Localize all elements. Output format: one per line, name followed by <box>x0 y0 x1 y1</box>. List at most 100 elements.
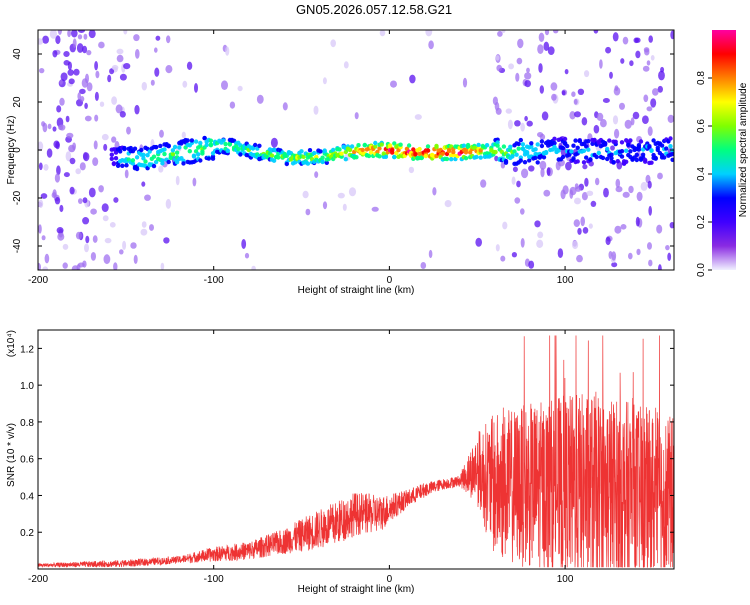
spectrogram-cell <box>92 235 98 243</box>
spectrogram-cell <box>624 159 629 164</box>
spectrogram-cell <box>143 159 148 164</box>
snr-y-tick-label: 0.6 <box>20 455 34 466</box>
spectrogram-cell <box>241 239 247 249</box>
spectrogram-cell <box>130 161 136 166</box>
spectrogram-cell <box>619 102 625 110</box>
spectrogram-cell <box>348 187 357 197</box>
spectrogram-cell <box>572 240 579 250</box>
spectrogram-cell <box>130 242 137 249</box>
spectrogram-cell <box>113 197 119 203</box>
spectrogram-cell <box>612 32 619 42</box>
spectrogram-cell <box>517 38 524 49</box>
spectrogram-cell <box>83 33 88 40</box>
spectrogram-cell <box>166 143 171 148</box>
spectrogram-y-label: Frequency (Hz) <box>6 116 17 185</box>
spectrogram-cell <box>82 217 90 225</box>
snr-panel: -200 -100 0 100 0.2 0.4 0.6 0.8 1.0 1.2 Height of… <box>6 329 675 595</box>
spectrogram-cell <box>584 177 589 187</box>
spectrogram-cell <box>221 138 226 143</box>
spectrogram-y-tick-label: -20 <box>12 190 23 205</box>
spectrogram-cell <box>93 140 98 150</box>
spectrogram-cell <box>116 54 124 63</box>
spectrogram-cell <box>476 142 481 148</box>
spectrogram-cell <box>301 154 306 159</box>
spectrogram-cell <box>516 146 521 151</box>
spectrogram-cell <box>122 240 127 250</box>
spectrogram-cell <box>362 143 367 148</box>
spectrogram-cell <box>223 141 228 147</box>
snr-y-tick-label: 0.4 <box>20 491 34 502</box>
spectrogram-cell <box>343 157 348 162</box>
colorbar-tick-label: 0.2 <box>696 215 707 229</box>
spectrogram-cell <box>128 145 133 151</box>
spectrogram-cell <box>56 105 62 113</box>
spectrogram-cell <box>529 144 534 149</box>
spectrogram-cell <box>581 117 588 126</box>
spectrogram-cell <box>155 35 161 41</box>
spectrogram-cell <box>119 249 124 255</box>
spectrogram-cell <box>543 189 551 197</box>
spectrogram-cell <box>78 30 85 33</box>
spectrogram-cell <box>650 98 657 108</box>
spectrogram-cell <box>98 185 104 193</box>
spectrogram-cell <box>560 154 566 160</box>
spectrogram-cell <box>600 155 606 161</box>
spectrogram-cell <box>540 167 545 178</box>
spectrogram-x-tick-label: -200 <box>28 275 48 286</box>
spectrogram-cell <box>208 138 214 143</box>
spectrogram-cell <box>398 142 403 147</box>
spectrogram-cell <box>573 219 580 228</box>
spectrogram-cell <box>77 262 85 268</box>
colorbar-ticks: 0.0 0.2 0.4 0.6 0.8 <box>696 71 712 277</box>
spectrogram-cell <box>59 97 65 106</box>
spectrogram-cell <box>84 243 89 253</box>
spectrogram-cell <box>354 155 359 160</box>
spectrogram-cell <box>83 152 90 162</box>
spectrogram-cell <box>63 51 70 57</box>
spectrogram-cell <box>67 61 72 71</box>
spectrogram-cell <box>670 30 674 40</box>
spectrogram-cell <box>658 264 662 270</box>
spectrogram-cell <box>552 136 557 141</box>
spectrogram-cell <box>536 239 544 248</box>
spectrogram-cell <box>390 80 397 88</box>
spectrogram-x-tick-label: 0 <box>387 275 393 286</box>
spectrogram-cell <box>185 138 190 143</box>
spectrogram-cell <box>569 149 574 154</box>
spectrogram-cell <box>284 161 289 167</box>
spectrogram-cell <box>392 141 397 146</box>
spectrogram-cell <box>59 204 64 213</box>
spectrogram-cell <box>446 148 452 154</box>
spectrogram-cell <box>571 143 576 148</box>
spectrogram-cell <box>251 265 256 270</box>
spectrogram-cell <box>79 96 85 102</box>
spectrogram-cell <box>139 147 144 153</box>
spectrogram-cell <box>150 79 155 86</box>
spectrogram-cell <box>624 119 632 129</box>
spectrogram-cell <box>586 147 591 152</box>
spectrogram-cell <box>648 205 652 216</box>
spectrogram-cell <box>493 149 498 155</box>
spectrogram-cell <box>520 122 525 132</box>
spectrogram-cell <box>47 123 52 130</box>
spectrogram-cell <box>573 138 578 143</box>
spectrogram-cell <box>511 176 516 185</box>
spectrogram-x-tick-label: 100 <box>557 275 574 286</box>
spectrogram-cell <box>59 79 63 85</box>
spectrogram-cell <box>40 193 48 199</box>
spectrogram-cell <box>425 148 431 153</box>
spectrogram-cell <box>468 150 473 155</box>
spectrogram-cell <box>88 30 96 39</box>
spectrogram-cell <box>95 70 100 79</box>
spectrogram-cell <box>428 40 434 50</box>
spectrogram-cell <box>182 80 188 88</box>
spectrogram-cell <box>619 140 625 145</box>
spectrogram-cell <box>154 67 160 77</box>
spectrogram-cell <box>516 57 523 65</box>
spectrogram-cell <box>640 147 646 152</box>
spectrogram-cell <box>270 137 278 148</box>
spectrogram-cell <box>170 151 176 157</box>
spectrogram-cell <box>582 164 588 170</box>
spectrogram-cell <box>595 177 600 186</box>
spectrogram-cell <box>599 59 603 69</box>
